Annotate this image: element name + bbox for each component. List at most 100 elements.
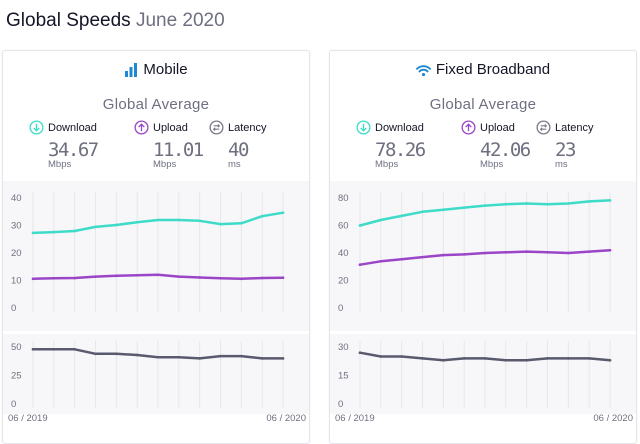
fixed-speed-download-point-10 xyxy=(567,202,570,205)
mobile-latency-metric[interactable]: Latency 40 ms xyxy=(209,120,299,170)
fixed-speed-upload-point-4 xyxy=(442,253,445,257)
mobile-speed-upload-point-11 xyxy=(260,276,264,280)
mobile-speed-upload-point-5 xyxy=(135,273,139,277)
fixed-speed-upload-point-7 xyxy=(504,251,508,254)
fixed-speed-upload-point-12 xyxy=(608,248,612,252)
mobile-upload-metric[interactable]: Upload 11.01 Mbps xyxy=(134,120,224,170)
fixed-broadband-card: Fixed Broadband Global Average Download … xyxy=(329,50,637,444)
fixed-download-metric[interactable]: Download 78.26 Mbps xyxy=(356,120,446,170)
fixed-speed-download-point-2 xyxy=(400,214,403,218)
fixed-speed-ytick-20: 20 xyxy=(338,276,349,287)
mobile-speed-download-point-3 xyxy=(94,225,97,229)
fixed-download-unit: Mbps xyxy=(375,159,399,170)
fixed-speed-download-point-3 xyxy=(421,210,424,214)
mobile-latency-latency-point-5 xyxy=(135,353,139,357)
fixed-speed-download-point-5 xyxy=(462,206,466,209)
fixed-latency-chart-svg: 0 15 30 xyxy=(338,341,612,410)
fixed-latency-latency-point-12 xyxy=(608,359,612,362)
fixed-latency-latency-point-5 xyxy=(462,357,466,360)
fixed-latency-chart[interactable]: 0 15 30 xyxy=(330,334,636,414)
fixed-latency-metric[interactable]: Latency 23 ms xyxy=(536,120,626,170)
fixed-speed-upload-point-1 xyxy=(379,259,383,263)
latency-label: Latency xyxy=(228,122,267,134)
fixed-speed-upload-point-2 xyxy=(400,257,403,261)
fixed-latency-ytick-30: 30 xyxy=(338,342,349,353)
mobile-speed-download-point-4 xyxy=(115,223,118,227)
mobile-speed-upload-point-3 xyxy=(94,275,97,278)
fixed-speed-upload-point-0 xyxy=(358,263,362,266)
mobile-speed-chart[interactable]: 0 10 20 30 40 xyxy=(3,181,309,331)
mobile-speed-download-point-2 xyxy=(73,229,76,233)
mobile-speed-ytick-40: 40 xyxy=(11,193,22,204)
fixed-latency-value: 23 xyxy=(555,139,576,161)
upload-arrow-icon xyxy=(134,120,149,135)
download-arrow-icon xyxy=(29,120,44,135)
mobile-speed-download-point-6 xyxy=(156,218,160,222)
page-title: Global Speeds June 2020 xyxy=(6,10,225,32)
mobile-latency-ytick-0: 0 xyxy=(11,399,16,410)
mobile-latency-latency-point-3 xyxy=(94,352,97,356)
fixed-upload-metric[interactable]: Upload 42.06 Mbps xyxy=(461,120,551,170)
mobile-speed-download-point-7 xyxy=(177,218,181,222)
upload-arrow-icon xyxy=(461,120,476,135)
fixed-latency-latency-point-6 xyxy=(483,357,487,360)
mobile-speed-upload-point-10 xyxy=(240,277,243,281)
fixed-speed-upload-point-9 xyxy=(546,251,549,254)
fixed-speed-upload-point-3 xyxy=(421,255,424,259)
mobile-download-unit: Mbps xyxy=(48,159,72,170)
mobile-speed-upload-point-7 xyxy=(177,275,181,278)
x-axis-start-label: 06 / 2019 xyxy=(8,413,48,424)
mobile-speed-upload-point-1 xyxy=(52,277,56,280)
fixed-speed-ytick-80: 80 xyxy=(338,193,349,204)
upload-label: Upload xyxy=(480,122,515,134)
upload-label: Upload xyxy=(153,122,188,134)
mobile-latency-chart-svg: 0 25 50 xyxy=(11,341,285,410)
mobile-upload-value: 11.01 xyxy=(153,139,204,161)
fixed-speed-download-point-11 xyxy=(587,200,591,203)
fixed-latency-latency-point-9 xyxy=(546,357,549,360)
fixed-latency-ytick-0: 0 xyxy=(338,399,343,410)
mobile-speed-download-point-5 xyxy=(135,220,139,224)
fixed-card-title: Fixed Broadband xyxy=(330,61,636,83)
mobile-download-value: 34.67 xyxy=(48,139,99,161)
download-label: Download xyxy=(375,122,424,134)
fixed-speed-upload-point-11 xyxy=(587,250,591,253)
mobile-latency-unit: ms xyxy=(228,159,241,170)
fixed-latency-latency-point-2 xyxy=(400,355,403,358)
fixed-speed-download-point-12 xyxy=(608,199,612,202)
page-title-text: Global Speeds xyxy=(6,10,131,31)
mobile-speed-upload-point-2 xyxy=(73,276,76,280)
latency-icon xyxy=(209,120,224,135)
fixed-latency-latency-point-0 xyxy=(358,351,362,354)
x-axis-end-label: 06 / 2020 xyxy=(593,413,633,424)
fixed-speed-download-point-6 xyxy=(483,204,487,207)
mobile-upload-unit: Mbps xyxy=(153,159,177,170)
signal-bars-icon xyxy=(125,63,138,77)
fixed-latency-latency-point-10 xyxy=(567,357,570,360)
mobile-latency-latency-point-12 xyxy=(281,357,285,360)
mobile-speed-download-point-12 xyxy=(281,211,285,214)
mobile-download-metric[interactable]: Download 34.67 Mbps xyxy=(29,120,119,170)
fixed-speed-download-point-4 xyxy=(442,208,445,211)
mobile-speed-ytick-30: 30 xyxy=(11,221,22,232)
mobile-global-average-label: Global Average xyxy=(102,96,210,113)
fixed-latency-latency-point-1 xyxy=(379,355,383,358)
fixed-global-average-label: Global Average xyxy=(429,96,537,113)
fixed-speed-download-point-9 xyxy=(546,202,549,206)
fixed-speed-ytick-40: 40 xyxy=(338,248,349,259)
fixed-download-value: 78.26 xyxy=(375,139,426,161)
fixed-latency-latency-point-7 xyxy=(504,359,508,362)
fixed-speed-chart[interactable]: 0 20 40 60 80 xyxy=(330,181,636,331)
fixed-speed-ytick-60: 60 xyxy=(338,221,349,232)
mobile-latency-chart[interactable]: 0 25 50 xyxy=(3,334,309,414)
mobile-speed-ytick-0: 0 xyxy=(11,303,16,314)
page-date: June 2020 xyxy=(135,10,225,31)
download-label: Download xyxy=(48,122,97,134)
mobile-speed-download-point-8 xyxy=(198,219,201,223)
mobile-speed-chart-svg: 0 10 20 30 40 xyxy=(11,192,285,314)
fixed-latency-latency-point-11 xyxy=(587,357,591,360)
mobile-card: Mobile Global Average Download 34.67 Mbp… xyxy=(2,50,310,444)
mobile-latency-latency-point-8 xyxy=(198,357,201,360)
mobile-latency-latency-point-11 xyxy=(260,357,264,360)
mobile-speed-upload-point-12 xyxy=(281,276,285,280)
